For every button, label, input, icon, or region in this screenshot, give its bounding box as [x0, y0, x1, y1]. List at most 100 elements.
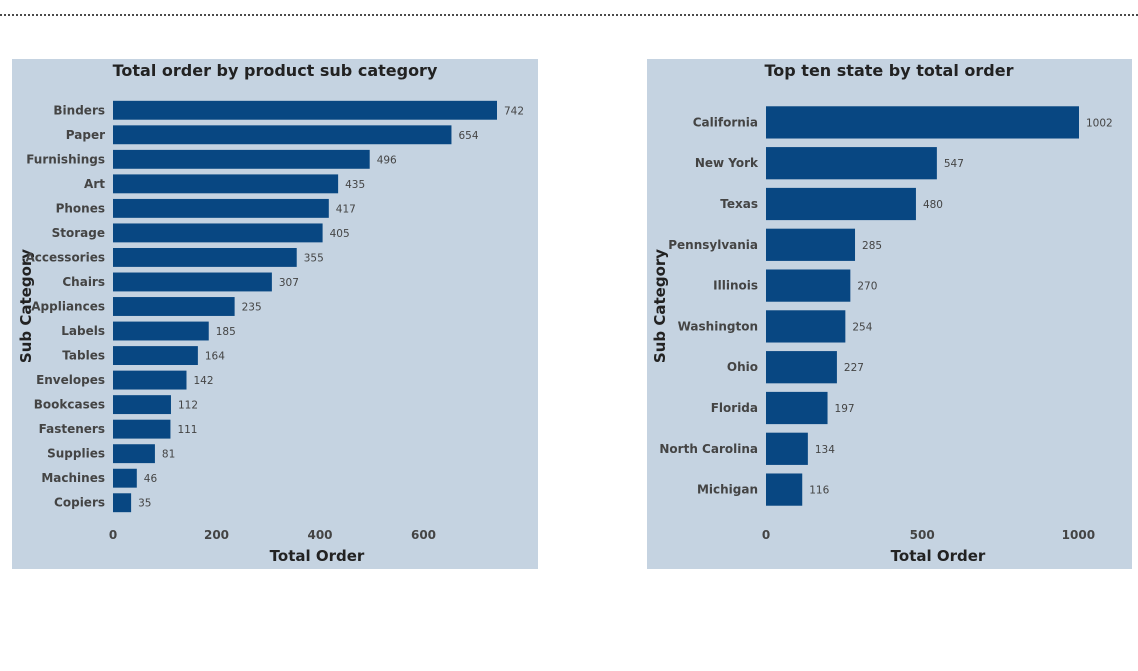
- category-label: Machines: [41, 471, 105, 485]
- category-label: Washington: [678, 319, 758, 333]
- data-label: 405: [330, 228, 350, 240]
- bar[interactable]: [113, 174, 339, 194]
- data-label: 197: [835, 403, 855, 415]
- bar[interactable]: [113, 346, 198, 366]
- bar[interactable]: [766, 228, 856, 261]
- data-label: 270: [857, 281, 877, 293]
- data-label: 742: [504, 105, 524, 117]
- category-label: Illinois: [713, 279, 758, 293]
- subcategory-chart-panel: Total order by product sub category Tota…: [12, 59, 538, 569]
- bar[interactable]: [113, 247, 297, 267]
- x-tick-label: 0: [109, 528, 117, 542]
- data-label: 235: [242, 302, 262, 314]
- category-label: Labels: [61, 324, 105, 338]
- data-label: 435: [345, 179, 365, 191]
- bar[interactable]: [113, 493, 132, 513]
- category-label: Storage: [52, 226, 105, 240]
- x-tick-label: 1000: [1062, 528, 1095, 542]
- bar[interactable]: [113, 444, 155, 464]
- subcategory-bar-chart: Total order by product sub category Tota…: [17, 61, 524, 565]
- plot-area: California 1002 New York 547 Texas 480 Pennsyl…: [659, 106, 1113, 542]
- bar[interactable]: [113, 321, 209, 341]
- bar[interactable]: [113, 125, 452, 145]
- data-label: 1002: [1086, 117, 1113, 129]
- category-label: Pennsylvania: [668, 238, 758, 252]
- data-label: 480: [923, 199, 943, 211]
- bar[interactable]: [113, 100, 497, 120]
- data-label: 654: [458, 130, 478, 142]
- category-label: Copiers: [54, 496, 105, 510]
- bar[interactable]: [113, 272, 272, 292]
- data-label: 355: [304, 252, 324, 264]
- category-label: Bookcases: [34, 398, 105, 412]
- category-label: New York: [695, 156, 759, 170]
- data-label: 496: [377, 154, 397, 166]
- category-label: Appliances: [31, 300, 105, 314]
- bar[interactable]: [113, 419, 171, 439]
- data-label: 142: [193, 375, 213, 387]
- category-label: Florida: [711, 401, 758, 415]
- bar[interactable]: [766, 147, 937, 180]
- category-label: Michigan: [697, 483, 758, 497]
- category-label: Furnishings: [26, 152, 105, 166]
- data-label: 81: [162, 449, 175, 461]
- data-label: 254: [852, 321, 872, 333]
- data-label: 307: [279, 277, 299, 289]
- data-label: 227: [844, 362, 864, 374]
- category-label: California: [693, 115, 758, 129]
- x-tick-label: 500: [910, 528, 935, 542]
- bar[interactable]: [766, 269, 851, 302]
- category-label: Paper: [66, 128, 105, 142]
- bar[interactable]: [766, 351, 837, 384]
- bar[interactable]: [113, 468, 137, 488]
- category-label: Accessories: [26, 250, 106, 264]
- category-label: Ohio: [727, 360, 758, 374]
- category-label: Binders: [53, 103, 105, 117]
- x-tick-label: 400: [307, 528, 332, 542]
- data-label: 417: [336, 203, 356, 215]
- bar[interactable]: [766, 432, 808, 465]
- data-label: 112: [178, 400, 198, 412]
- dotted-separator: [0, 14, 1138, 16]
- data-label: 35: [138, 498, 151, 510]
- category-label: Texas: [720, 197, 758, 211]
- x-axis-title: Total Order: [270, 547, 365, 565]
- plot-area: Binders 742 Paper 654 Furnishings 496 Art 435 Ph…: [26, 100, 524, 542]
- category-label: Phones: [56, 201, 105, 215]
- bar[interactable]: [766, 391, 828, 425]
- category-label: Art: [84, 177, 105, 191]
- data-label: 164: [205, 351, 225, 363]
- data-label: 111: [177, 424, 197, 436]
- bar[interactable]: [113, 149, 370, 169]
- category-label: North Carolina: [659, 442, 758, 456]
- data-label: 134: [815, 444, 835, 456]
- category-label: Tables: [62, 349, 105, 363]
- bar[interactable]: [113, 297, 235, 316]
- bar[interactable]: [766, 310, 846, 343]
- x-tick-label: 0: [762, 528, 770, 542]
- chart-title: Total order by product sub category: [113, 61, 438, 80]
- chart-title: Top ten state by total order: [765, 61, 1014, 80]
- data-label: 285: [862, 240, 882, 252]
- category-label: Supplies: [47, 447, 105, 461]
- x-tick-label: 600: [411, 528, 436, 542]
- state-bar-chart: Top ten state by total order Total Order…: [651, 61, 1113, 565]
- bar[interactable]: [766, 473, 803, 506]
- state-chart-panel: Top ten state by total order Total Order…: [647, 59, 1132, 569]
- bar[interactable]: [766, 106, 1079, 139]
- bar[interactable]: [766, 187, 916, 221]
- bar[interactable]: [113, 395, 171, 415]
- category-label: Fasteners: [39, 422, 105, 436]
- bar[interactable]: [113, 223, 323, 243]
- category-label: Chairs: [62, 275, 105, 289]
- category-label: Envelopes: [36, 373, 105, 387]
- y-axis-title: Sub Category: [651, 249, 669, 363]
- bar[interactable]: [113, 198, 329, 218]
- data-label: 46: [144, 473, 158, 485]
- data-label: 185: [216, 326, 236, 338]
- data-label: 547: [944, 158, 964, 170]
- data-label: 116: [809, 485, 829, 497]
- y-axis-title: Sub Category: [17, 249, 35, 363]
- bar[interactable]: [113, 370, 187, 390]
- x-tick-label: 200: [204, 528, 229, 542]
